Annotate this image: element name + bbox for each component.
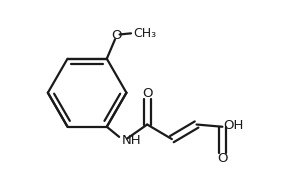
Text: NH: NH [122, 134, 141, 147]
Text: O: O [142, 87, 152, 100]
Text: O: O [217, 152, 228, 165]
Text: OH: OH [224, 119, 244, 132]
Text: O: O [112, 29, 122, 42]
Text: CH₃: CH₃ [133, 27, 156, 40]
